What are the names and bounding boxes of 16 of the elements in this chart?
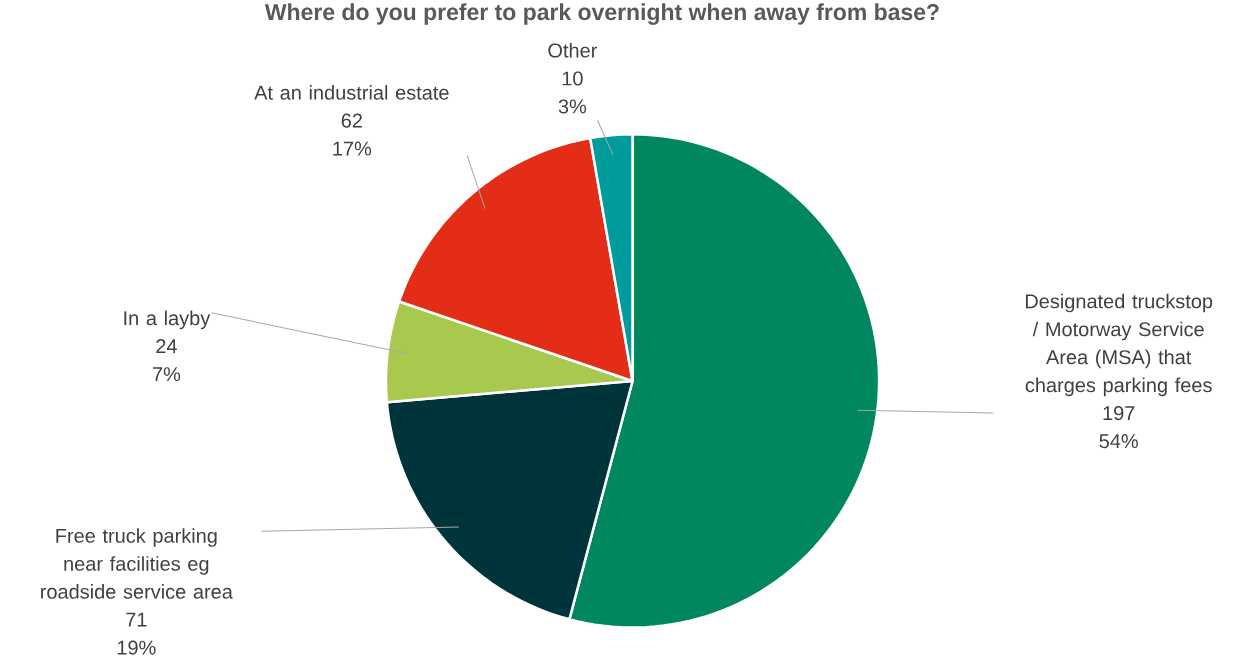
data-label: 197 — [1103, 406, 1135, 421]
data-label: 24 — [156, 339, 177, 354]
text: 3% — [558, 99, 587, 114]
data-label: 71 — [126, 612, 147, 627]
slice-label: In a layby — [124, 310, 211, 330]
slice-label: Free truck parking near facilities eg roadside service area — [41, 528, 233, 599]
data-label: 62 — [341, 113, 362, 128]
data-label: 10 — [562, 71, 583, 86]
slice-label: Other — [548, 43, 598, 58]
text: 17% — [333, 141, 372, 156]
text: 19% — [117, 640, 156, 655]
slice-label: Designated truckstop / Motorway Service Area (MSA) that charges parking fees — [1025, 293, 1213, 397]
chart-title: Where do you prefer to park overnight when away from base? — [264, 3, 939, 25]
text: 54% — [1099, 434, 1138, 449]
slice-label: At an industrial estate — [254, 85, 449, 100]
text: 7% — [153, 367, 181, 382]
